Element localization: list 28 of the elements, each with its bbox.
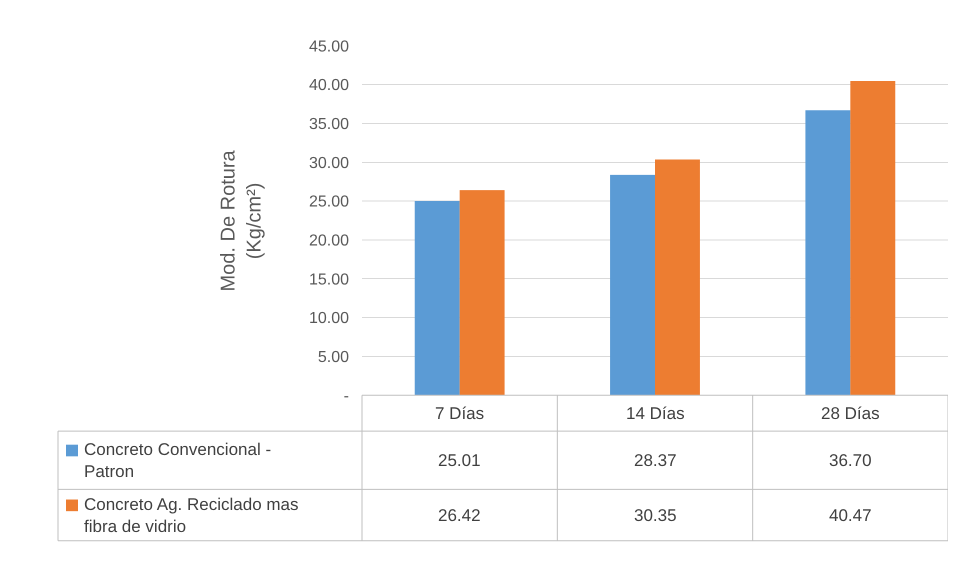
legend-label: Concreto Ag. Reciclado mas fibra de vidrio (84, 495, 298, 536)
y-tick-label: 30.00 (308, 154, 350, 172)
y-tick-label: 25.00 (308, 194, 350, 211)
bar (805, 110, 850, 396)
y-tick-label: - (344, 388, 349, 405)
bar (655, 160, 700, 396)
y-tick-label: 40.00 (308, 77, 350, 94)
legend-label: Concreto Convencional - Patron (84, 440, 272, 482)
data-label: 25.01 (438, 451, 481, 470)
x-tick-label: 14 Días (626, 404, 685, 423)
bar (414, 201, 460, 396)
bar (850, 80, 896, 396)
data-label: 30.35 (634, 506, 677, 525)
y-tick-label: 5.00 (318, 348, 350, 366)
bar (610, 174, 655, 396)
bar (460, 190, 505, 396)
data-label: 36.70 (829, 451, 872, 470)
data-label: 26.42 (438, 506, 481, 525)
y-tick-label: 45.00 (308, 38, 350, 56)
y-tick-label: 35.00 (308, 116, 350, 134)
x-tick-label: 28 Días (821, 404, 880, 423)
data-label: 28.37 (634, 451, 677, 470)
data-label: 40.47 (829, 506, 872, 525)
y-tick-label: 15.00 (308, 271, 350, 288)
x-tick-label: 7 Días (435, 404, 484, 423)
y-tick-label: 20.00 (308, 232, 350, 250)
y-tick-label: 10.00 (308, 310, 350, 328)
y-axis-title: Mod. De Rotura (Kg/cm²) (217, 149, 266, 292)
